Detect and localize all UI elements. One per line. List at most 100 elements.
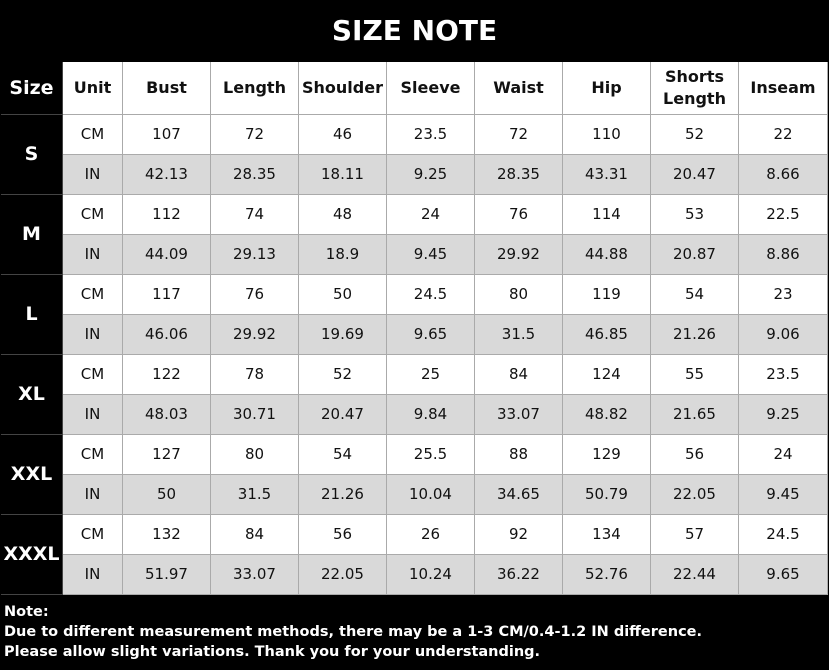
value-cell: 107 [123,115,211,155]
value-cell: 50 [299,275,387,315]
value-cell: 20.87 [651,235,739,275]
value-cell: 54 [299,435,387,475]
value-cell: 22.05 [299,555,387,595]
value-cell: 52 [651,115,739,155]
value-cell: 26 [387,515,475,555]
value-cell: 9.65 [387,315,475,355]
value-cell: 117 [123,275,211,315]
note-line: Note: [4,604,49,620]
value-cell: 110 [563,115,651,155]
value-cell: 8.66 [739,155,828,195]
value-cell: 23 [739,275,828,315]
value-cell: 22.44 [651,555,739,595]
note: Note: Due to different measurement method… [4,602,702,662]
value-cell: 44.88 [563,235,651,275]
value-cell: 84 [211,515,299,555]
value-cell: 29.13 [211,235,299,275]
value-cell: 25 [387,355,475,395]
value-cell: 132 [123,515,211,555]
size-label: M [1,195,63,275]
value-cell: 52.76 [563,555,651,595]
note-line: Due to different measurement methods, th… [4,624,703,640]
value-cell: 78 [211,355,299,395]
value-cell: 25.5 [387,435,475,475]
value-cell: 19.69 [299,315,387,355]
value-cell: 56 [299,515,387,555]
value-cell: 127 [123,435,211,475]
value-cell: 18.9 [299,235,387,275]
value-cell: 10.04 [387,475,475,515]
value-cell: 48.03 [123,395,211,435]
value-cell: 51.97 [123,555,211,595]
size-label: XXXL [1,515,63,595]
size-label: XL [1,355,63,435]
value-cell: 29.92 [475,235,563,275]
value-cell: 84 [475,355,563,395]
value-cell: 9.25 [739,395,828,435]
value-cell: 8.86 [739,235,828,275]
header-cell: Sleeve [387,62,475,115]
unit-cell: IN [63,155,123,195]
header-cell: Waist [475,62,563,115]
value-cell: 18.11 [299,155,387,195]
value-cell: 46.06 [123,315,211,355]
unit-cell: CM [63,275,123,315]
value-cell: 24.5 [739,515,828,555]
value-cell: 21.26 [299,475,387,515]
unit-cell: IN [63,555,123,595]
value-cell: 9.25 [387,155,475,195]
value-cell: 24.5 [387,275,475,315]
value-cell: 80 [475,275,563,315]
value-cell: 9.45 [739,475,828,515]
value-cell: 9.84 [387,395,475,435]
value-cell: 119 [563,275,651,315]
value-cell: 124 [563,355,651,395]
value-cell: 52 [299,355,387,395]
value-cell: 56 [651,435,739,475]
value-cell: 9.06 [739,315,828,355]
value-cell: 134 [563,515,651,555]
value-cell: 53 [651,195,739,235]
value-cell: 114 [563,195,651,235]
value-cell: 92 [475,515,563,555]
value-cell: 22 [739,115,828,155]
unit-cell: CM [63,355,123,395]
unit-cell: IN [63,315,123,355]
value-cell: 88 [475,435,563,475]
value-cell: 76 [211,275,299,315]
value-cell: 20.47 [299,395,387,435]
title: SIZE NOTE [331,13,498,47]
value-cell: 31.5 [475,315,563,355]
value-cell: 20.47 [651,155,739,195]
value-cell: 50.79 [563,475,651,515]
value-cell: 22.5 [739,195,828,235]
value-cell: 48 [299,195,387,235]
value-cell: 43.31 [563,155,651,195]
header-cell: Hip [563,62,651,115]
unit-cell: CM [63,115,123,155]
value-cell: 9.65 [739,555,828,595]
header-cell: Unit [63,62,123,115]
value-cell: 72 [211,115,299,155]
value-cell: 33.07 [475,395,563,435]
value-cell: 33.07 [211,555,299,595]
value-cell: 54 [651,275,739,315]
value-cell: 50 [123,475,211,515]
value-cell: 22.05 [651,475,739,515]
value-cell: 31.5 [211,475,299,515]
header-cell: Shorts Length [651,62,739,115]
value-cell: 9.45 [387,235,475,275]
value-cell: 29.92 [211,315,299,355]
value-cell: 36.22 [475,555,563,595]
size-label: S [1,115,63,195]
unit-cell: CM [63,515,123,555]
value-cell: 129 [563,435,651,475]
size-label: XXL [1,435,63,515]
value-cell: 46.85 [563,315,651,355]
value-cell: 112 [123,195,211,235]
value-cell: 24 [387,195,475,235]
value-cell: 21.26 [651,315,739,355]
value-cell: 28.35 [475,155,563,195]
header-cell: Size [1,62,63,115]
